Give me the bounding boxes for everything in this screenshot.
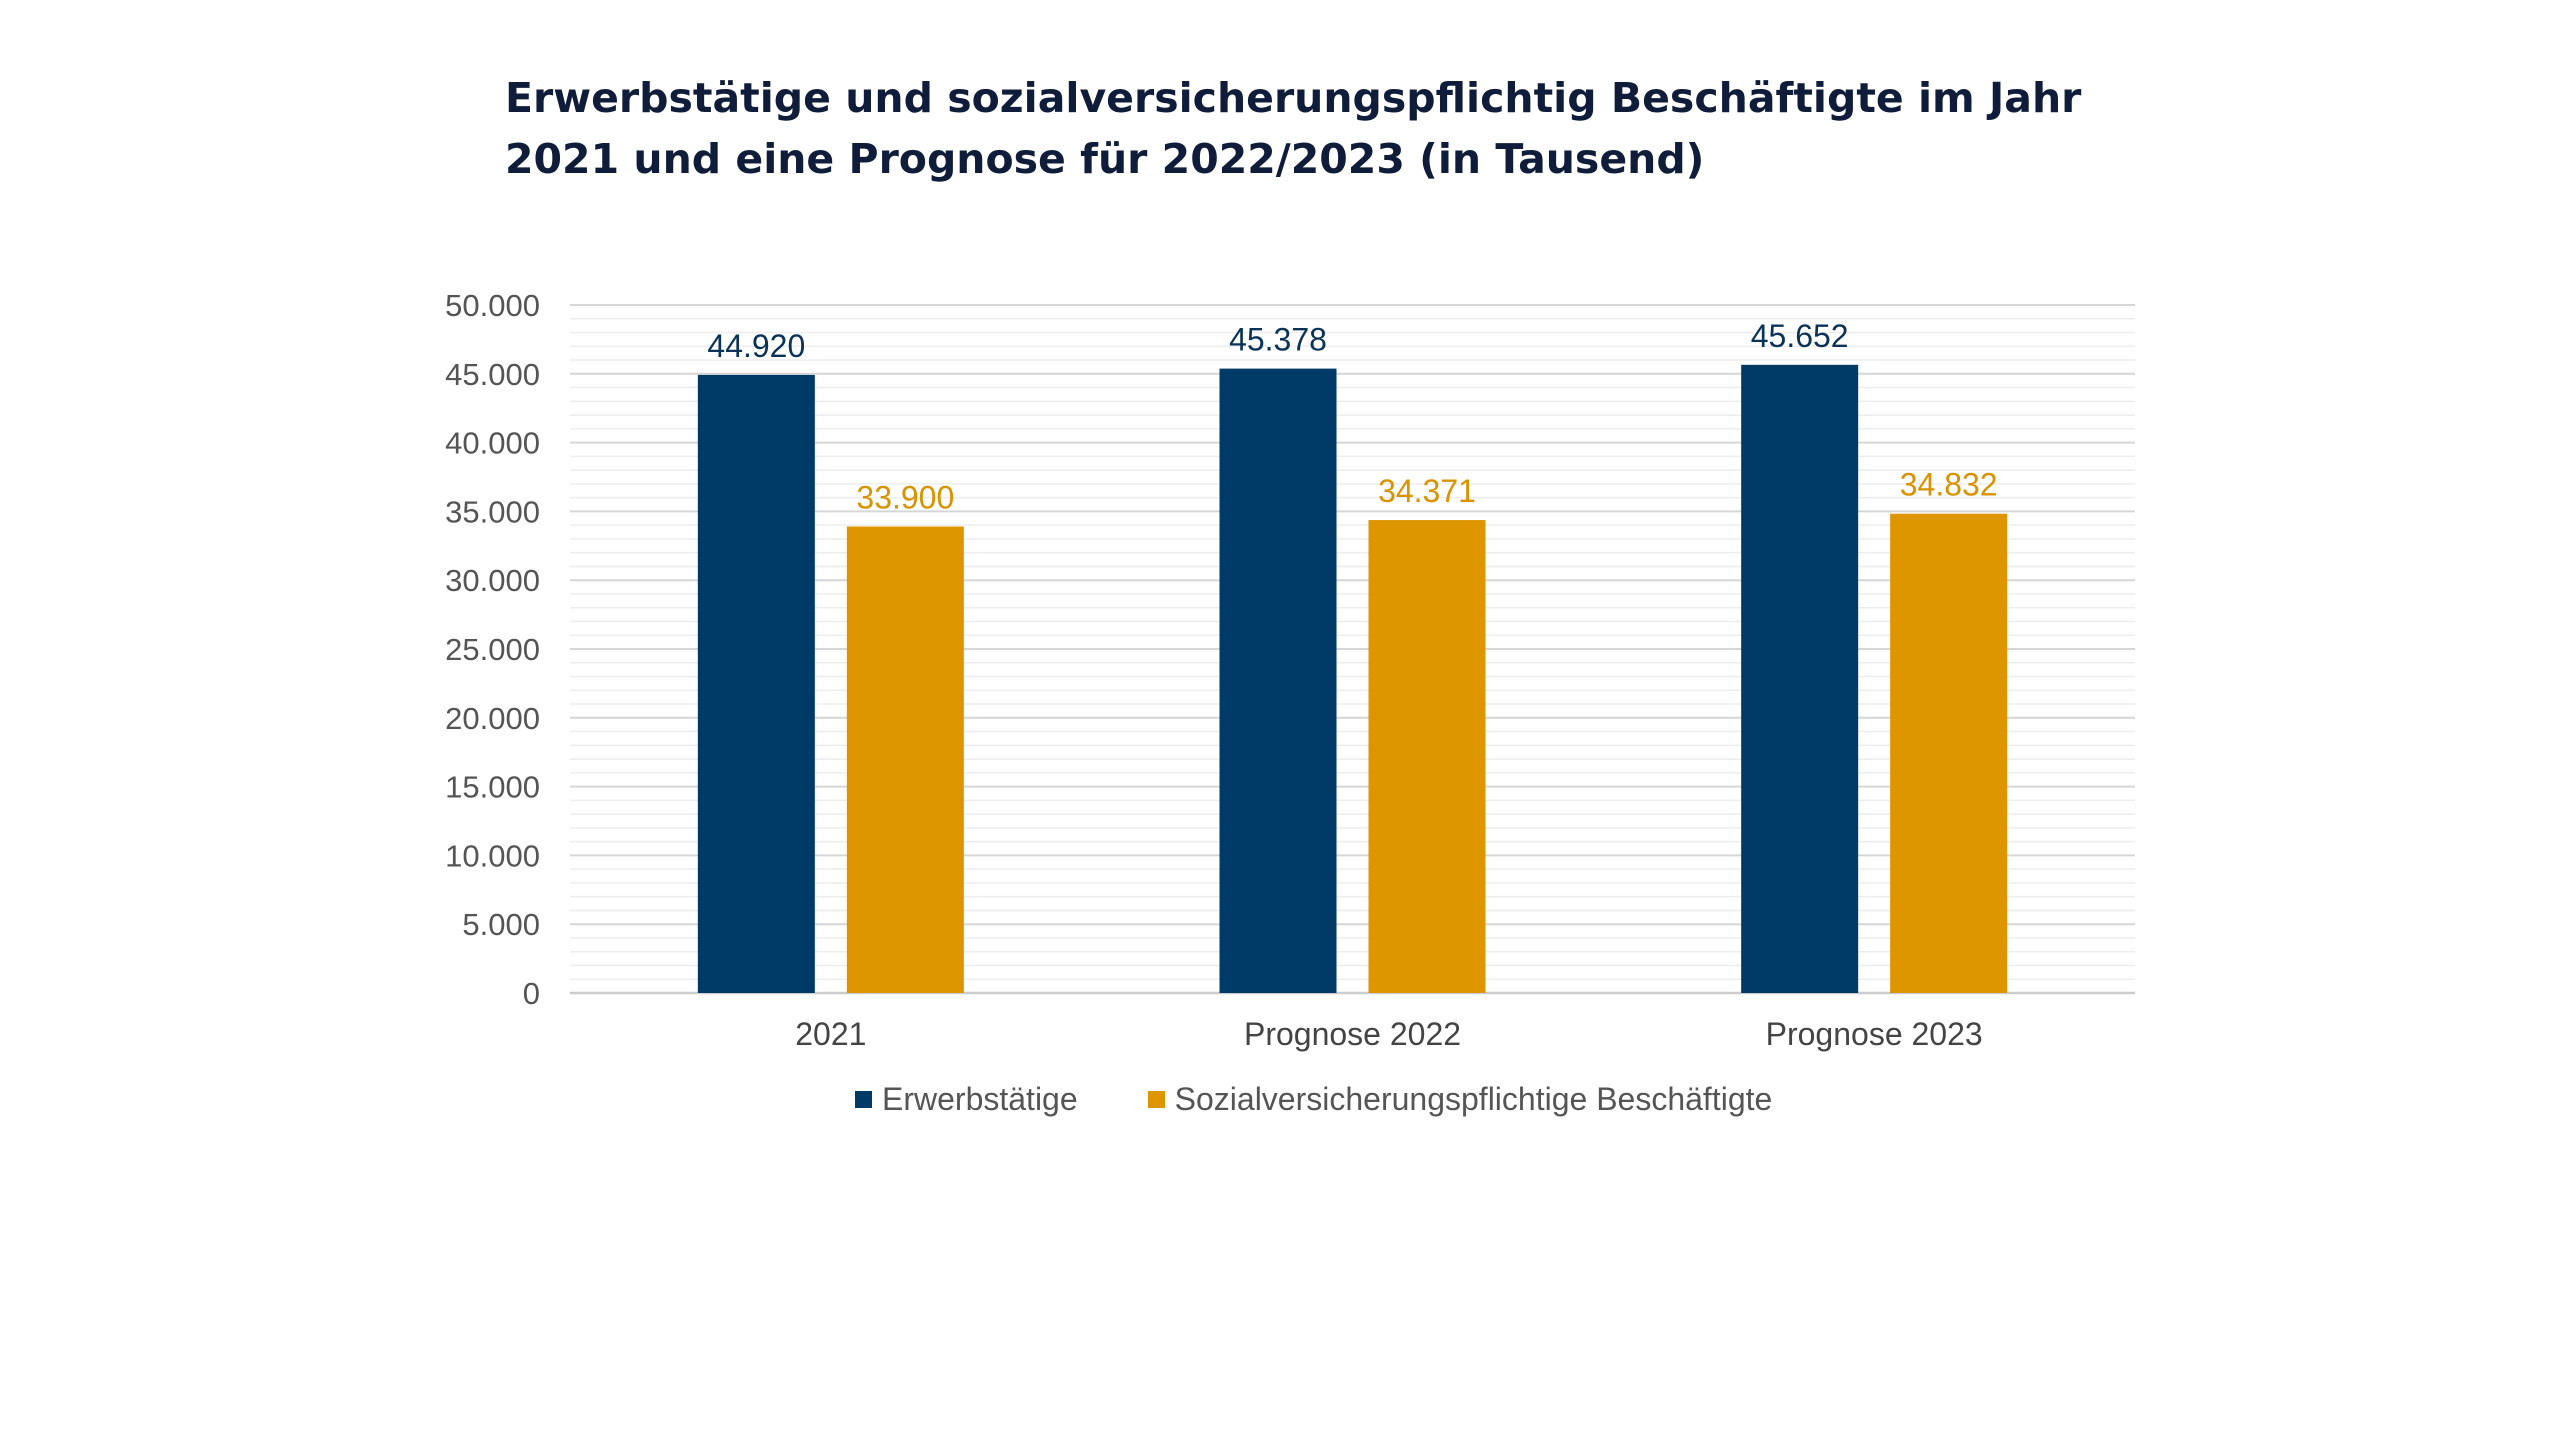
data-label: 33.900 [856, 480, 954, 516]
x-axis: 2021 Prognose 2022 Prognose 2023 [795, 1016, 1982, 1052]
bar [1219, 368, 1337, 993]
y-tick-label: 40.000 [445, 426, 540, 461]
y-tick-label: 10.000 [445, 838, 540, 873]
y-tick-label: 5.000 [462, 907, 540, 942]
y-tick-label: 25.000 [445, 632, 540, 667]
legend-swatch-sozialversicherungspflichtige [1147, 1090, 1165, 1108]
x-tick-label: 2021 [795, 1016, 866, 1052]
y-tick-label: 15.000 [445, 770, 540, 805]
chart-title-line-1: Erwerbstätige und sozialversicherungspfl… [505, 74, 2082, 122]
legend-swatch-erwerbstaetige [855, 1090, 872, 1108]
bar [1741, 364, 1859, 993]
legend-label-sozialversicherungspflichtige: Sozialversicherungspflichtige Beschäftig… [1174, 1080, 1773, 1117]
data-label: 45.378 [1229, 322, 1327, 358]
y-tick-label: 30.000 [445, 563, 540, 598]
y-axis: 0 5.000 10.000 15.000 20.000 25.000 30.000 35.0… [445, 288, 540, 1011]
y-tick-label: 0 [523, 976, 540, 1011]
legend-item-erwerbstaetige: Erwerbstätige [855, 1081, 1078, 1118]
bar [697, 374, 815, 994]
legend: Erwerbstätige Sozialversicherungspflicht… [855, 1077, 1772, 1121]
data-label: 34.832 [1900, 467, 1998, 503]
bar [1368, 520, 1486, 993]
y-tick-label: 20.000 [445, 701, 540, 736]
y-tick-label: 50.000 [445, 288, 540, 323]
x-tick-label: Prognose 2022 [1244, 1016, 1461, 1052]
legend-label-erwerbstaetige: Erwerbstätige [882, 1080, 1078, 1117]
x-tick-label: Prognose 2023 [1766, 1016, 1983, 1052]
gridlines [570, 304, 2135, 995]
bar [1890, 513, 2008, 993]
data-label: 45.652 [1751, 318, 1849, 354]
data-labels: 44.920 33.900 45.378 34.371 45.652 34.832 [707, 318, 1997, 516]
legend-item-sozialversicherungspflichtige: Sozialversicherungspflichtige Beschäftig… [1147, 1080, 1773, 1118]
y-tick-label: 45.000 [445, 357, 540, 392]
bars [697, 364, 2008, 994]
chart-title: Erwerbstätige und sozialversicherungspfl… [505, 68, 2105, 190]
data-label: 44.920 [707, 328, 805, 364]
chart-title-line-2: 2021 und eine Prognose für 2022/2023 (in… [505, 135, 1705, 183]
y-tick-label: 35.000 [445, 494, 540, 529]
bar [846, 526, 964, 993]
data-label: 34.371 [1378, 473, 1476, 509]
